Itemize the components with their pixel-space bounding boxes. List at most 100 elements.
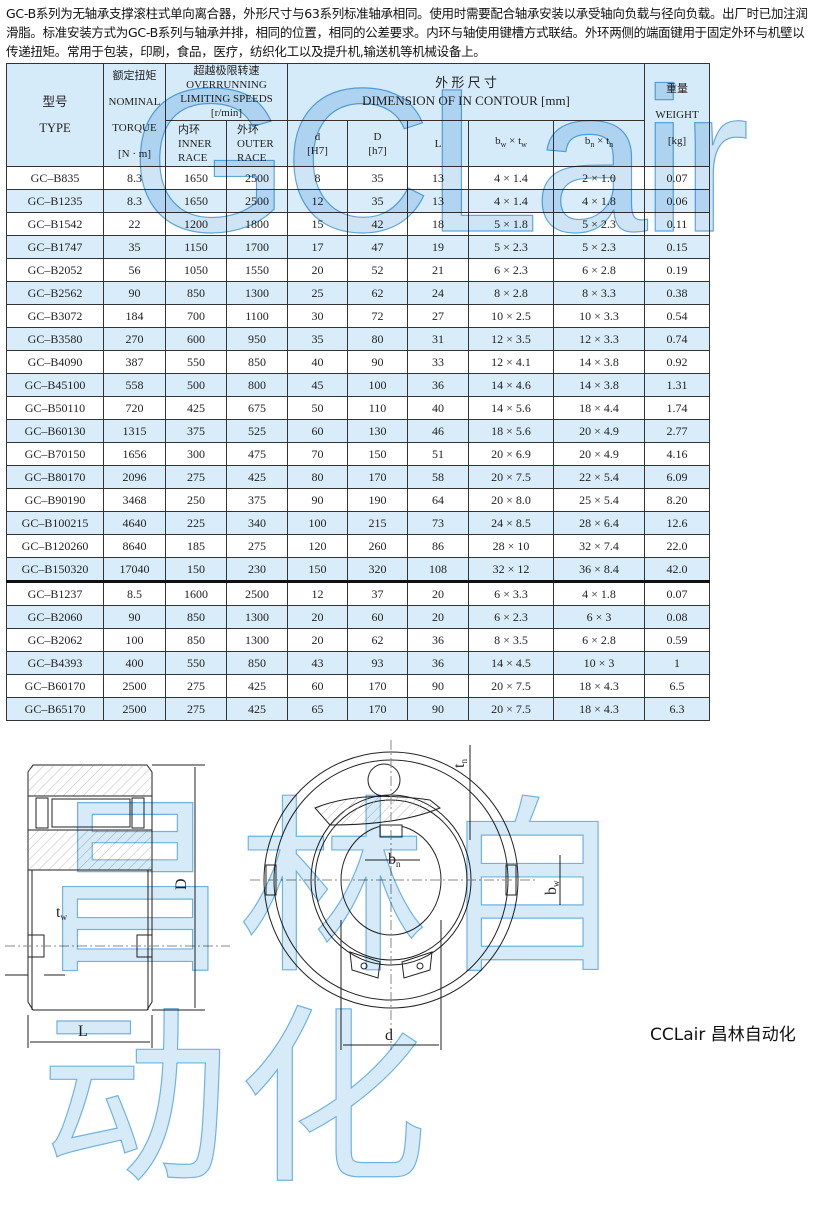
table-row: GC–B100215 4640 225 340 100 215 73 24 × 8.5 28 ×…	[6, 511, 711, 535]
table-cell: 42	[347, 212, 408, 236]
table-row: GC–B2060 90 850 1300 20 60 20 6 × 2.3 6 × 3 0.08	[6, 605, 711, 629]
table-cell: 35	[103, 235, 166, 259]
table-cell: 850	[226, 651, 288, 675]
weight-en: WEIGHT	[655, 109, 699, 121]
table-cell: 250	[165, 488, 227, 512]
table-row: GC–B1237 8.5 1600 2500 12 37 20 6 × 3.3 4 × 1.8 0…	[6, 580, 711, 606]
header-inner-race: 内环 INNER RACE	[165, 120, 227, 167]
table-cell: GC–B2562	[6, 281, 104, 305]
table-cell: 1300	[226, 605, 288, 629]
table-cell: 12	[287, 189, 348, 213]
table-cell: 17	[287, 235, 348, 259]
table-cell: 35	[347, 189, 408, 213]
table-row: GC–B150320 17040 150 230 150 320 108 32 × 12 36 …	[6, 557, 711, 582]
table-row: GC–B60170 2500 275 425 60 170 90 20 × 7.5 18 × 4…	[6, 674, 711, 698]
table-cell: 0.74	[644, 327, 711, 351]
table-cell: 12.6	[644, 511, 711, 535]
table-cell: 0.06	[644, 189, 711, 213]
table-cell: 72	[347, 304, 408, 328]
table-cell: 0.92	[644, 350, 711, 374]
table-cell: 425	[165, 396, 227, 420]
table-cell: 525	[226, 419, 288, 443]
table-cell: 6 × 2.3	[468, 258, 554, 282]
table-cell: 110	[347, 396, 408, 420]
table-cell: 65	[287, 697, 348, 721]
table-cell: 8.3	[103, 189, 166, 213]
table-cell: 5 × 2.3	[468, 235, 554, 259]
label-d: d	[385, 1027, 393, 1044]
table-cell: 6 × 2.8	[552, 258, 646, 282]
table-cell: 1.74	[644, 396, 711, 420]
table-row: GC–B2062 100 850 1300 20 62 36 8 × 3.5 6 × 2.8 0.…	[6, 628, 711, 652]
table-cell: 18 × 4.3	[552, 697, 646, 721]
table-cell: 56	[103, 258, 166, 282]
table-cell: 0.15	[644, 235, 711, 259]
table-cell: 6 × 3.3	[468, 580, 554, 606]
label-D: D	[173, 878, 190, 890]
table-cell: 800	[226, 373, 288, 397]
table-cell: 10 × 3.3	[552, 304, 646, 328]
table-cell: 21	[407, 258, 469, 282]
table-cell: 0.54	[644, 304, 711, 328]
table-cell: 6 × 2.3	[468, 605, 554, 629]
table-cell: 13	[407, 189, 469, 213]
table-cell: 25 × 5.4	[552, 488, 646, 512]
table-cell: 58	[407, 465, 469, 489]
table-cell: 170	[347, 465, 408, 489]
table-cell: 1700	[226, 235, 288, 259]
table-row: GC–B3072 184 700 1100 30 72 27 10 × 2.5 10 × 3.3…	[6, 304, 711, 328]
table-cell: 1100	[226, 304, 288, 328]
table-cell: 50	[287, 396, 348, 420]
table-cell: 8640	[103, 534, 166, 558]
table-cell: 558	[103, 373, 166, 397]
table-cell: 6.09	[644, 465, 711, 489]
bearing-drawing: L D d tw tn bn bw	[5, 740, 561, 1050]
table-cell: 40	[407, 396, 469, 420]
table-cell: 93	[347, 651, 408, 675]
table-cell: GC–B150320	[6, 557, 104, 582]
table-cell: 13	[407, 166, 469, 190]
side-view	[5, 764, 230, 1048]
table-cell: 375	[165, 419, 227, 443]
table-cell: 0.38	[644, 281, 711, 305]
table-cell: 33	[407, 350, 469, 374]
table-cell: 8.20	[644, 488, 711, 512]
table-cell: 0.59	[644, 628, 711, 652]
table-cell: 1150	[165, 235, 227, 259]
table-cell: 550	[165, 350, 227, 374]
table-cell: 20 × 7.5	[468, 674, 554, 698]
table-cell: 90	[287, 488, 348, 512]
table-cell: 700	[165, 304, 227, 328]
label-tw: tw	[56, 904, 67, 922]
table-cell: GC–B2060	[6, 605, 104, 629]
header-bn-tn: bn × tn	[552, 120, 646, 167]
table-cell: 2500	[103, 674, 166, 698]
table-cell: 720	[103, 396, 166, 420]
table-cell: 20	[287, 628, 348, 652]
table-cell: 8 × 2.8	[468, 281, 554, 305]
table-cell: 170	[347, 697, 408, 721]
table-cell: 340	[226, 511, 288, 535]
table-cell: GC–B1747	[6, 235, 104, 259]
table-cell: GC–B2052	[6, 258, 104, 282]
table-cell: 46	[407, 419, 469, 443]
table-row: GC–B2052 56 1050 1550 20 52 21 6 × 2.3 6 × 2.8 0.…	[6, 258, 711, 282]
table-cell: 184	[103, 304, 166, 328]
table-cell: 275	[226, 534, 288, 558]
header-d: d [H7]	[287, 120, 348, 167]
table-cell: 36	[407, 373, 469, 397]
table-cell: 275	[165, 465, 227, 489]
table-row: GC–B70150 1656 300 475 70 150 51 20 × 6.9 20 × 4…	[6, 442, 711, 466]
table-cell: 40	[287, 350, 348, 374]
table-cell: 12 × 4.1	[468, 350, 554, 374]
table-cell: 22	[103, 212, 166, 236]
spec-table: 型号 TYPE 额定扭矩 NOMINAL TORQUE [N · m] 超越极限转速 OV…	[6, 63, 711, 721]
intro-paragraph: GC-B系列为无轴承支撑滚柱式单向离合器，外形尺寸与63系列标准轴承相同。使用时…	[6, 6, 808, 59]
table-cell: 28 × 10	[468, 534, 554, 558]
table-cell: 35	[287, 327, 348, 351]
table-cell: GC–B70150	[6, 442, 104, 466]
table-cell: 6 × 2.8	[552, 628, 646, 652]
table-row: GC–B50110 720 425 675 50 110 40 14 × 5.6 18 × 4.…	[6, 396, 711, 420]
table-cell: 18 × 4.4	[552, 396, 646, 420]
table-cell: 185	[165, 534, 227, 558]
